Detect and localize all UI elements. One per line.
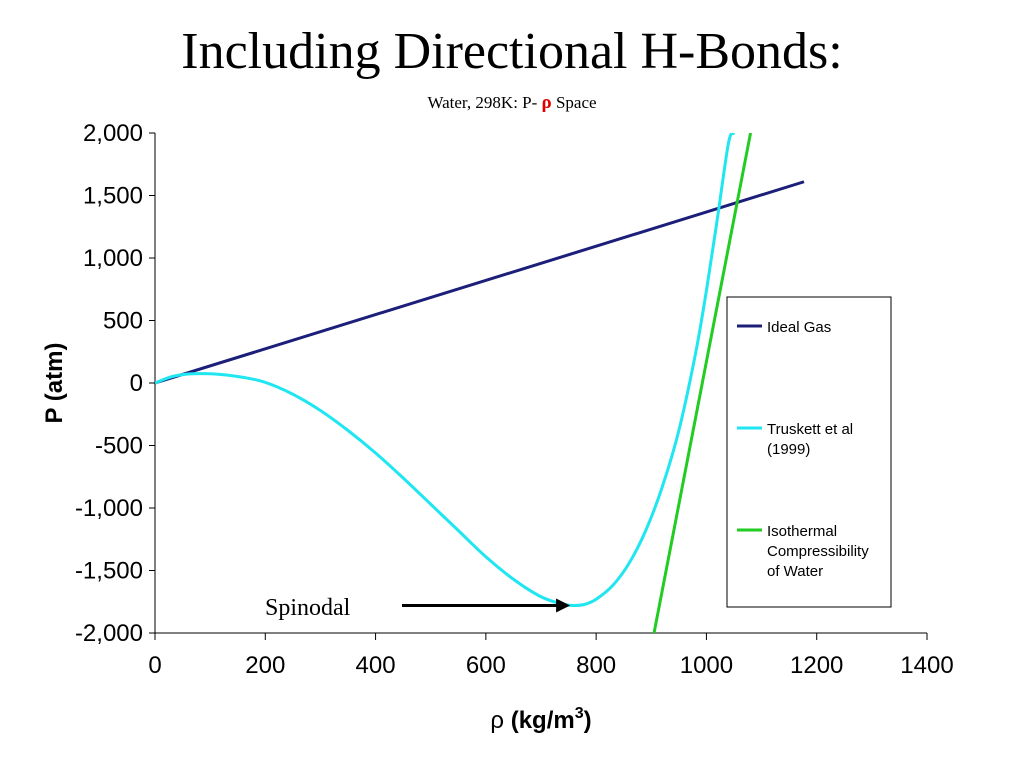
legend-truskett-label: Truskett et al <box>767 421 853 438</box>
subtitle-rho-symbol: ρ <box>541 92 552 113</box>
y-tick-label: 500 <box>103 308 143 335</box>
legend-compressibility-label: Isothermal <box>767 523 837 540</box>
x-tick-label: 200 <box>245 652 285 679</box>
subtitle-prefix: Water, 298K: P- <box>427 93 538 112</box>
legend-compressibility-label: of Water <box>767 563 823 580</box>
y-tick-label: -500 <box>95 433 143 460</box>
x-axis-unit-close: ) <box>584 707 592 734</box>
legend-ideal-gas-label: Ideal Gas <box>767 319 831 336</box>
y-tick-label: 2,000 <box>83 120 143 147</box>
legend-compressibility-label: Compressibility <box>767 543 869 560</box>
x-axis-rho-symbol: ρ <box>490 707 504 734</box>
y-tick-label: 1,500 <box>83 183 143 210</box>
truskett-curve <box>155 133 736 608</box>
y-tick-label: -2,000 <box>75 620 143 647</box>
compressibility-line <box>652 133 753 633</box>
y-tick-label: 0 <box>130 370 143 397</box>
x-axis-title: ρ (kg/m3) <box>490 705 591 734</box>
axes: 2,000 1,500 1,000 500 0 -500 -1,000 -1,500 -2,00… <box>75 120 954 679</box>
chart-title: Including Directional H-Bonds: <box>181 23 843 80</box>
x-axis-unit: (kg/m <box>511 707 575 734</box>
subtitle-suffix: Space <box>555 93 597 112</box>
x-tick-label: 400 <box>356 652 396 679</box>
series-layer <box>155 133 805 633</box>
legend: Ideal Gas Truskett et al (1999) Isothermal C… <box>726 296 892 608</box>
x-tick-label: 1200 <box>790 652 843 679</box>
x-tick-label: 0 <box>148 652 161 679</box>
annotation-layer: Spinodal <box>265 595 571 621</box>
x-tick-label: 800 <box>576 652 616 679</box>
spinodal-arrow-head <box>556 598 571 613</box>
y-tick-label: -1,500 <box>75 558 143 585</box>
chart-subtitle: Water, 298K: P- ρ Space <box>0 92 1024 114</box>
x-tick-label: 1400 <box>900 652 953 679</box>
ideal-gas-line <box>155 180 805 385</box>
x-tick-label: 1000 <box>680 652 733 679</box>
legend-box <box>726 296 892 608</box>
y-axis-title: P (atm) <box>41 343 68 424</box>
x-axis-unit-superscript: 3 <box>575 705 584 722</box>
y-tick-label: 1,000 <box>83 245 143 272</box>
y-tick-label: -1,000 <box>75 495 143 522</box>
legend-truskett-label: (1999) <box>767 441 810 458</box>
spinodal-label: Spinodal <box>265 595 351 621</box>
x-tick-label: 600 <box>466 652 506 679</box>
